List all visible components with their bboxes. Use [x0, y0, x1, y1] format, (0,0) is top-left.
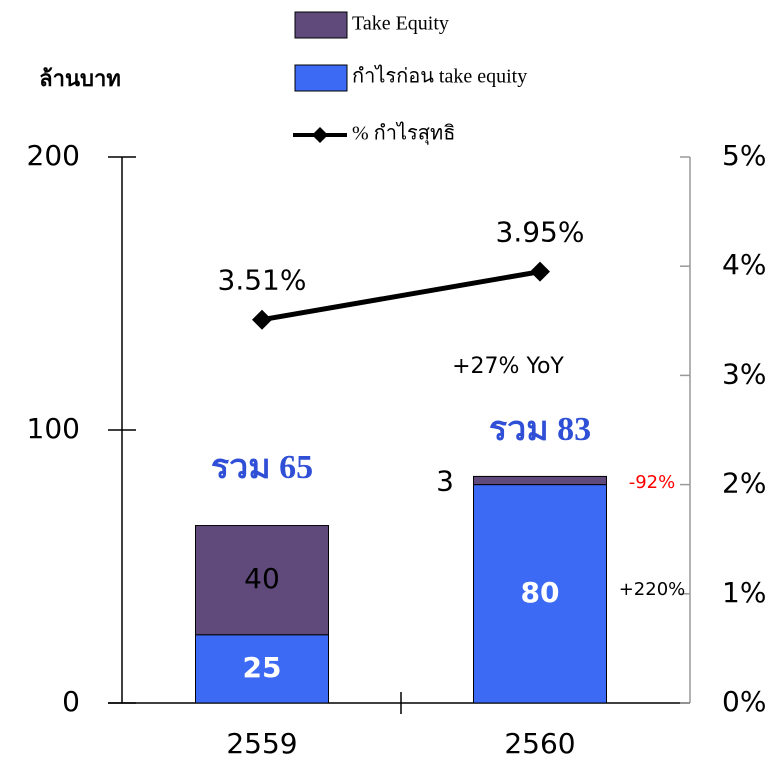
- data-label: 3: [436, 465, 454, 498]
- legend-label: กำไรก่อน take equity: [352, 65, 527, 88]
- annotation: รวม 83: [489, 411, 591, 448]
- line-marker: [530, 261, 550, 282]
- data-label: 3.95%: [496, 216, 585, 249]
- annotation: ล้านบาท: [39, 67, 121, 92]
- line-marker: [252, 309, 272, 330]
- data-label: 40: [244, 562, 280, 595]
- legend-swatch: [294, 64, 348, 92]
- annotation: +27% YoY: [452, 354, 564, 379]
- x-tick-label: 2559: [226, 727, 297, 760]
- y-tick-label: 100: [27, 412, 80, 445]
- y2-tick-label: 0%: [722, 685, 766, 718]
- y-tick-label: 200: [27, 139, 80, 172]
- line: [261, 269, 541, 323]
- legend-label: Take Equity: [352, 13, 449, 35]
- y2-tick-label: 4%: [722, 248, 766, 281]
- y2-tick-label: 3%: [722, 357, 766, 390]
- y-tick-label: 0: [62, 685, 80, 718]
- bar-segment: [473, 484, 607, 704]
- x-tick-label: 2560: [504, 727, 575, 760]
- bar-segment: [473, 475, 607, 486]
- annotation: -92%: [629, 472, 676, 493]
- legend-marker: [312, 127, 328, 143]
- bar-segment: [195, 634, 329, 704]
- annotation: +220%: [619, 579, 686, 600]
- legend-swatch: [294, 11, 348, 39]
- data-label: 3.51%: [218, 264, 307, 297]
- y2-tick-label: 5%: [722, 139, 766, 172]
- y2-tick-label: 1%: [722, 576, 766, 609]
- legend-label: % กำไรสุทธิ: [352, 122, 455, 146]
- data-label: 25: [243, 651, 282, 684]
- y2-tick-label: 2%: [722, 467, 766, 500]
- data-label: 80: [521, 576, 560, 609]
- bar-segment: [195, 525, 329, 636]
- annotation: รวม 65: [211, 449, 313, 486]
